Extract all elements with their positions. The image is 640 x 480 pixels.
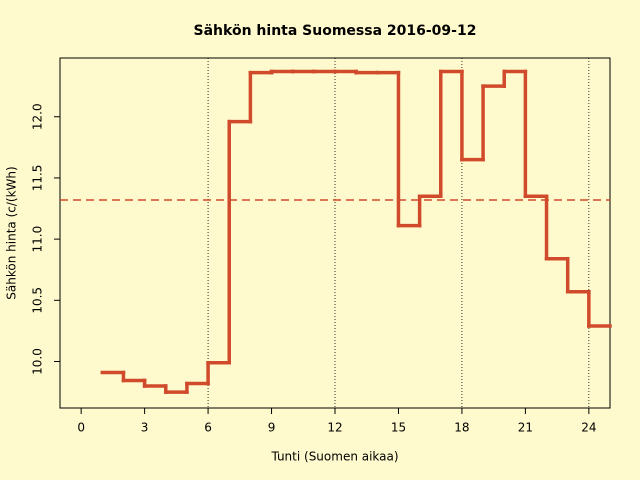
y-tick-label: 11.0: [31, 226, 45, 253]
y-tick-label: 12.0: [31, 103, 45, 130]
x-tick-label: 0: [77, 421, 85, 435]
x-axis-label: Tunti (Suomen aikaa): [270, 450, 398, 464]
x-tick-label: 21: [518, 421, 533, 435]
x-tick-label: 9: [268, 421, 276, 435]
y-tick-label: 11.5: [31, 165, 45, 192]
x-tick-label: 6: [204, 421, 212, 435]
x-tick-label: 18: [454, 421, 469, 435]
x-tick-label: 15: [391, 421, 406, 435]
y-tick-label: 10.5: [31, 287, 45, 314]
x-tick-label: 12: [327, 421, 342, 435]
x-tick-label: 3: [141, 421, 149, 435]
chart-title: Sähkön hinta Suomessa 2016-09-12: [194, 23, 477, 39]
y-axis-label: Sähkön hinta (c/(kWh): [5, 166, 19, 299]
x-tick-label: 24: [581, 421, 596, 435]
y-tick-label: 10.0: [31, 348, 45, 375]
